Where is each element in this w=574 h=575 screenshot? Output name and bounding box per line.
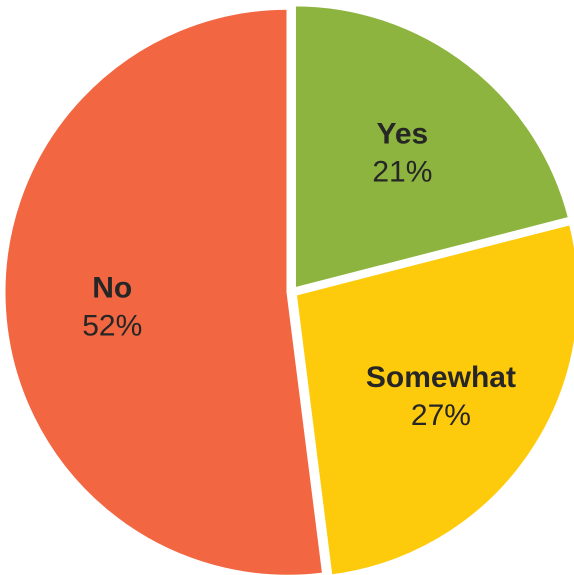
slice-value-somewhat: 27%: [411, 399, 471, 432]
slice-value-no: 52%: [82, 309, 142, 342]
slice-value-yes: 21%: [372, 156, 432, 189]
pie-slice-somewhat: [293, 222, 574, 575]
slice-label-yes: Yes: [377, 118, 429, 151]
slices-layer: [2, 3, 574, 575]
pie-slice-no: [2, 6, 326, 575]
labels-layer: Yes 21% Somewhat 27% No 52%: [82, 118, 516, 433]
pie-slice-yes: [292, 3, 572, 291]
slice-label-somewhat: Somewhat: [366, 361, 516, 394]
slice-label-no: No: [92, 271, 132, 304]
